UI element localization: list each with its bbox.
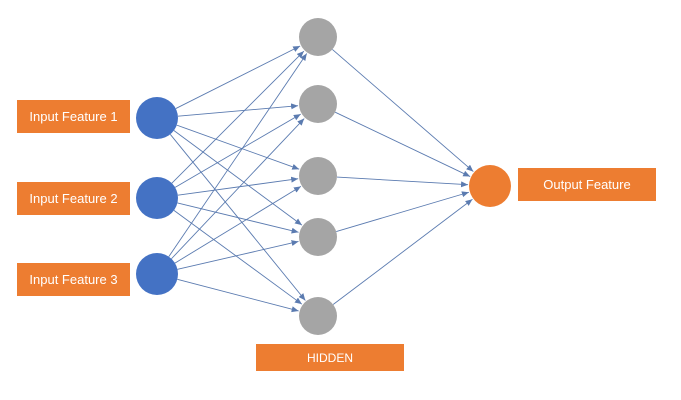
edge-input-1-to-hidden-3 — [176, 124, 300, 170]
edge-input-3-to-hidden-2 — [171, 118, 305, 260]
output-node — [469, 165, 511, 207]
edge-hidden-1-to-output — [332, 49, 474, 172]
network-nodes — [136, 18, 511, 335]
edge-input-2-to-hidden-1 — [171, 50, 305, 184]
edge-input-3-to-hidden-3 — [174, 186, 302, 264]
input-feature-1-label: Input Feature 1 — [17, 100, 130, 133]
edge-input-2-to-hidden-4 — [177, 202, 299, 234]
edge-input-1-to-hidden-2 — [177, 103, 299, 117]
input-node-2 — [136, 177, 178, 219]
edge-input-2-to-hidden-2 — [174, 113, 301, 188]
edge-input-3-to-hidden-5 — [177, 278, 299, 313]
edge-hidden-3-to-output — [336, 176, 469, 188]
edge-input-2-to-hidden-3 — [177, 176, 299, 196]
edge-input-2-to-hidden-5 — [173, 210, 303, 305]
hidden-layer-label: HIDDEN — [256, 344, 404, 371]
input-feature-3-label: Input Feature 3 — [17, 263, 130, 296]
hidden-node-3 — [299, 157, 337, 195]
edge-hidden-5-to-output — [332, 198, 473, 305]
input-feature-2-label: Input Feature 2 — [17, 182, 130, 215]
input-node-3 — [136, 253, 178, 295]
connection-edges — [168, 45, 474, 313]
hidden-node-4 — [299, 218, 337, 256]
input-node-1 — [136, 97, 178, 139]
edge-hidden-2-to-output — [334, 111, 471, 177]
output-feature-label: Output Feature — [518, 168, 656, 201]
edge-hidden-4-to-output — [336, 191, 470, 233]
hidden-node-2 — [299, 85, 337, 123]
edge-input-1-to-hidden-1 — [175, 45, 301, 109]
hidden-node-5 — [299, 297, 337, 335]
edge-input-3-to-hidden-4 — [177, 240, 299, 270]
hidden-node-1 — [299, 18, 337, 56]
edge-input-3-to-hidden-1 — [168, 53, 308, 257]
edge-input-1-to-hidden-4 — [173, 130, 303, 226]
